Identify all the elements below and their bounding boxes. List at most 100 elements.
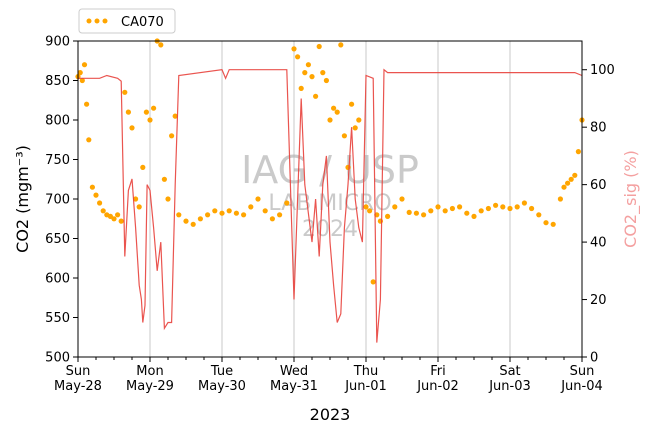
ca070-point xyxy=(205,212,211,218)
ca070-point xyxy=(122,89,128,95)
ca070-point xyxy=(89,184,95,190)
ca070-point xyxy=(550,221,556,227)
y2-tick-label: 80 xyxy=(590,121,607,136)
y2-tick-label: 20 xyxy=(590,293,607,308)
ca070-point xyxy=(575,149,582,155)
x-tick-label: Sun xyxy=(570,364,595,379)
ca070-point xyxy=(500,204,506,210)
x-tick-label: May-28 xyxy=(54,379,102,394)
ca070-point xyxy=(77,70,83,76)
ca070-point xyxy=(97,200,103,206)
legend-marker-dot xyxy=(94,18,100,24)
ca070-point xyxy=(363,204,369,210)
ca070-point xyxy=(241,212,247,218)
ca070-point xyxy=(334,109,340,115)
y-tick-label: 550 xyxy=(45,311,70,326)
ca070-point xyxy=(561,184,567,190)
ca070-point xyxy=(557,196,564,202)
ca070-point xyxy=(86,137,92,143)
ca070-point xyxy=(543,220,549,226)
ca070-point xyxy=(248,204,254,210)
ca070-point xyxy=(158,42,164,48)
watermark-title: IAG / USP xyxy=(241,148,419,192)
x-tick-label: Wed xyxy=(280,364,308,379)
ca070-point xyxy=(129,125,135,131)
ca070-point xyxy=(100,208,106,214)
ca070-point xyxy=(406,209,412,215)
y-tick-label: 800 xyxy=(45,114,70,129)
ca070-point xyxy=(93,192,99,198)
ca070-point xyxy=(176,212,182,218)
ca070-point xyxy=(413,210,419,216)
y-tick-label: 500 xyxy=(45,351,70,366)
ca070-point xyxy=(327,117,333,123)
ca070-point xyxy=(172,113,178,119)
y2-tick-label: 60 xyxy=(590,178,607,193)
ca070-point xyxy=(367,208,373,214)
y-tick-label: 850 xyxy=(45,74,70,89)
ca070-point xyxy=(338,42,344,48)
y2-tick-label: 40 xyxy=(590,236,607,251)
ca070-point xyxy=(212,208,218,214)
ca070-point xyxy=(255,196,261,202)
x-tick-label: Tue xyxy=(210,364,233,379)
ca070-point xyxy=(471,213,477,219)
ca070-point xyxy=(485,205,491,212)
y2-tick-label: 0 xyxy=(590,351,598,366)
ca070-point xyxy=(428,208,434,214)
ca070-point xyxy=(169,133,175,139)
ca070-point xyxy=(197,216,203,222)
x-tick-label: Jun-03 xyxy=(488,379,531,394)
ca070-point xyxy=(507,205,513,212)
ca070-point xyxy=(291,46,297,52)
ca070-point xyxy=(341,133,347,139)
legend-marker-dot xyxy=(102,18,108,24)
ca070-point xyxy=(298,85,304,91)
ca070-point xyxy=(478,208,484,214)
ca070-point xyxy=(115,212,121,218)
ca070-point xyxy=(385,213,391,219)
ca070-point xyxy=(133,196,139,202)
ca070-point xyxy=(320,70,326,76)
ca070-point xyxy=(84,101,90,107)
x-tick-label: Sun xyxy=(66,364,91,379)
x-tick-label: Jun-01 xyxy=(344,379,387,394)
ca070-point xyxy=(190,221,196,227)
co2-sig-line xyxy=(78,68,583,343)
y-tick-label: 600 xyxy=(45,272,70,287)
ca070-point xyxy=(143,109,149,115)
x-tick-label: Jun-04 xyxy=(560,379,603,394)
ca070-point xyxy=(449,205,455,212)
ca070-point xyxy=(165,196,171,202)
ca070-point xyxy=(226,208,232,214)
x-tick-label: Fri xyxy=(430,364,446,379)
ca070-point xyxy=(349,101,355,107)
x-tick-label: May-30 xyxy=(198,379,246,394)
y-axis-title: CO2 (mgm⁻³) xyxy=(13,145,32,253)
ca070-point xyxy=(262,208,268,214)
ca070-point xyxy=(147,117,153,123)
ca070-point xyxy=(305,62,311,68)
y-tick-label: 650 xyxy=(45,232,70,247)
y2-tick-label: 100 xyxy=(590,63,615,78)
ca070-point xyxy=(161,176,167,182)
legend-marker-dot xyxy=(86,18,92,24)
ca070-point xyxy=(399,196,405,202)
legend-box xyxy=(78,8,176,34)
ca070-point xyxy=(233,210,239,216)
y-tick-label: 700 xyxy=(45,193,70,208)
ca070-point xyxy=(529,205,535,212)
ca070-point xyxy=(356,117,362,123)
ca070-point xyxy=(435,204,441,210)
x-tick-label: Thu xyxy=(353,364,378,379)
ca070-point xyxy=(331,105,337,111)
axes-layer: SunMay-28MonMay-29TueMay-30WedMay-31ThuJ… xyxy=(45,35,615,395)
x-tick-label: Sat xyxy=(499,364,520,379)
ca070-point xyxy=(111,216,117,222)
ca070-point xyxy=(81,62,88,68)
x-tick-label: Mon xyxy=(136,364,163,379)
ca070-point xyxy=(295,54,301,60)
y-tick-label: 900 xyxy=(45,35,70,50)
ca070-point xyxy=(140,164,146,170)
